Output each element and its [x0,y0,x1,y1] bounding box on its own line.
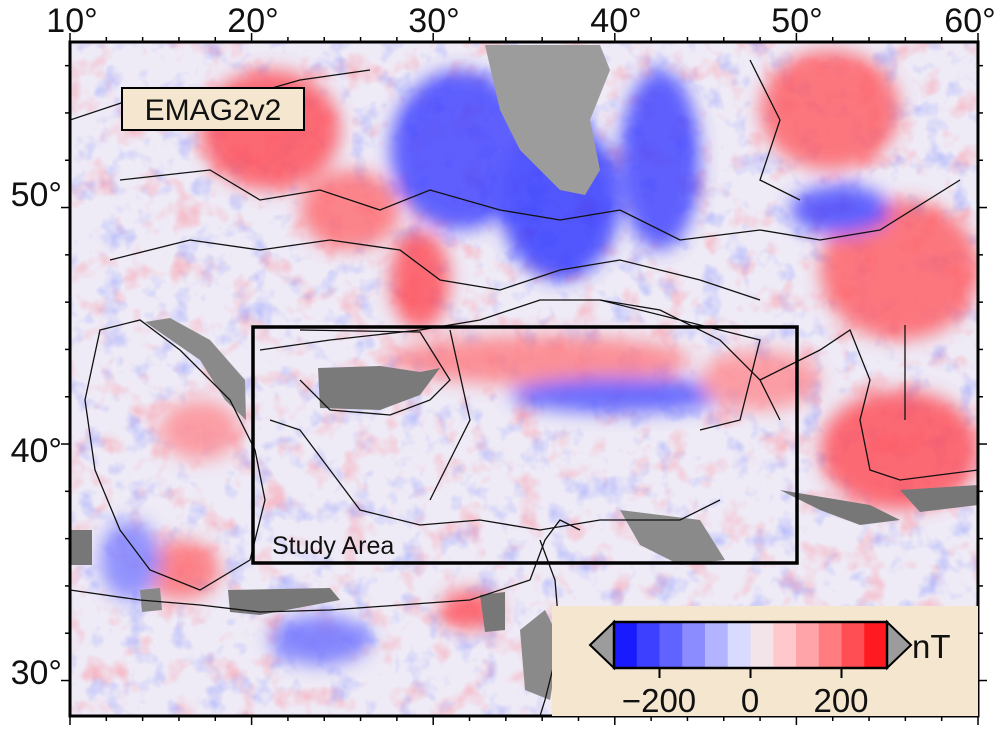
lat-tick-labels: 50° 40° 30° [11,176,62,692]
lon-label-10: 10° [46,2,97,40]
colorbar-cell [682,622,706,668]
colorbar-cell [864,622,888,668]
colorbar-cell [705,622,729,668]
colorbar-cell [750,622,774,668]
lon-label-30: 30° [408,2,459,40]
dataset-label-box: EMAG2v2 [121,87,305,131]
colorbar-cells [614,622,888,668]
colorbar-cell [614,622,638,668]
dataset-label: EMAG2v2 [145,94,282,127]
colorbar-tick-200: 200 [813,682,868,719]
colorbar-cell [818,622,842,668]
colorbar-unit: nT [912,628,951,665]
lon-tick-labels: 10° 20° 30° 40° 50° 60° [46,2,995,40]
study-area: Study Area [251,325,799,565]
colorbar-cell [773,622,797,668]
colorbar-tick-minus200: −200 [622,682,696,719]
lon-label-20: 20° [227,2,278,40]
lat-label-30: 30° [11,654,62,692]
anomaly-field [70,42,978,716]
no-data-areas [70,45,978,700]
colorbar-cell [727,622,751,668]
colorbar-legend: nT −200 0 200 [552,606,978,719]
lat-label-50: 50° [11,176,62,214]
coastlines [70,59,978,716]
lon-label-60: 60° [944,2,995,40]
lon-label-50: 50° [771,2,822,40]
colorbar-tick-0: 0 [741,682,759,719]
colorbar-cell [659,622,683,668]
colorbar-cell [841,622,865,668]
study-area-label: Study Area [272,532,394,560]
study-area-box [251,325,799,565]
map-frame [61,33,987,725]
lat-label-40: 40° [11,432,62,470]
colorbar-cell [636,622,660,668]
lon-label-40: 40° [590,2,641,40]
colorbar-cell [796,622,820,668]
